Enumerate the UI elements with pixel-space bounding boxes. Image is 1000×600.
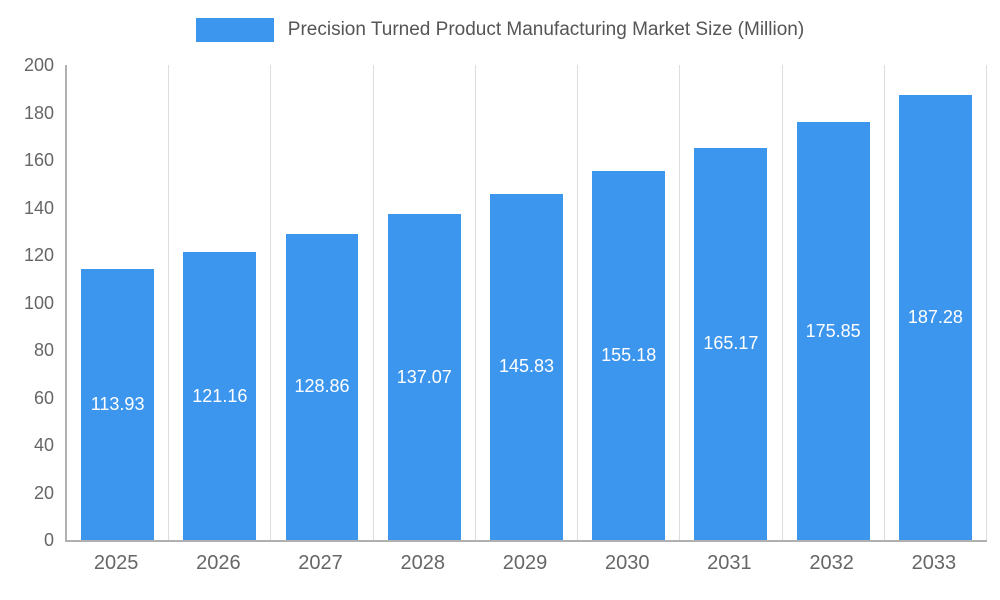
y-tick-label: 120 xyxy=(23,245,54,265)
y-tick-label: 0 xyxy=(43,530,54,550)
bar-value-label: 121.16 xyxy=(192,385,248,406)
x-tick-label: 2029 xyxy=(502,552,548,574)
bar: 113.93 xyxy=(81,269,155,540)
category-slot: 155.18 xyxy=(578,65,681,540)
bar-value-label: 137.07 xyxy=(396,366,452,387)
bar: 187.28 xyxy=(898,95,972,540)
bar-value-label: 187.28 xyxy=(907,307,963,328)
category-slot: 128.86 xyxy=(271,65,374,540)
plot-area: 113.93 121.16 128.86 137.07 145.83 155.18 165.… xyxy=(65,65,987,542)
category-slot: 187.28 xyxy=(885,65,987,540)
y-tick-label: 40 xyxy=(33,435,54,455)
bar-value-label: 113.93 xyxy=(90,394,145,415)
bar: 137.07 xyxy=(387,214,461,540)
x-tick-label: 2032 xyxy=(809,552,854,574)
y-tick-label: 20 xyxy=(33,482,54,503)
bar-value-label: 128.86 xyxy=(294,376,350,397)
bar-value-label: 175.85 xyxy=(805,320,861,341)
x-tick-label: 2030 xyxy=(604,552,650,574)
x-tick-label: 2033 xyxy=(911,552,957,574)
y-tick-label: 100 xyxy=(23,292,54,313)
category-slot: 145.83 xyxy=(476,65,579,540)
category-slot: 165.17 xyxy=(680,65,783,540)
category-slot: 137.07 xyxy=(374,65,476,540)
y-tick-label: 200 xyxy=(23,55,54,75)
bar: 155.18 xyxy=(592,171,666,540)
y-tick-label: 80 xyxy=(33,340,54,360)
bar: 165.17 xyxy=(694,147,768,540)
category-slot: 175.85 xyxy=(783,65,885,540)
bar: 145.83 xyxy=(490,193,563,540)
y-tick-label: 60 xyxy=(33,387,54,408)
y-tick-label: 160 xyxy=(23,150,54,170)
x-tick-label: 2026 xyxy=(196,552,241,574)
y-axis: 0 20 40 60 80 100 120 140 160 180 200 xyxy=(0,56,54,549)
chart-legend: Precision Turned Product Manufacturing M… xyxy=(0,16,1000,44)
x-tick-label: 2028 xyxy=(400,552,446,574)
bar-value-label: 165.17 xyxy=(703,333,759,354)
legend-swatch-icon xyxy=(195,18,274,42)
category-slot: 121.16 xyxy=(169,65,272,540)
category-slot: 113.93 xyxy=(67,65,170,540)
bar-value-label: 145.83 xyxy=(498,356,554,377)
bar: 128.86 xyxy=(285,233,359,540)
legend-label: Precision Turned Product Manufacturing M… xyxy=(287,19,805,40)
y-tick-label: 180 xyxy=(23,102,54,123)
y-tick-label: 140 xyxy=(23,197,54,218)
x-axis: 2025 2026 2027 2028 2029 2030 2031 2032 2033 xyxy=(65,552,985,575)
x-tick-label: 2031 xyxy=(707,552,752,574)
bar: 175.85 xyxy=(796,122,870,540)
bar: 121.16 xyxy=(183,252,257,540)
x-tick-label: 2025 xyxy=(93,552,139,574)
x-tick-label: 2027 xyxy=(298,552,343,574)
bar-value-label: 155.18 xyxy=(601,345,657,366)
